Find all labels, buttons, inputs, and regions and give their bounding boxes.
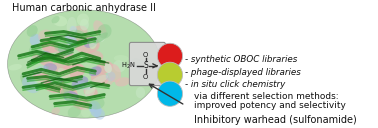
- Ellipse shape: [129, 59, 144, 69]
- Ellipse shape: [8, 64, 22, 70]
- Ellipse shape: [84, 84, 96, 94]
- Ellipse shape: [113, 60, 125, 72]
- Ellipse shape: [104, 77, 115, 87]
- Circle shape: [157, 43, 183, 68]
- Ellipse shape: [58, 68, 70, 80]
- Ellipse shape: [20, 74, 31, 90]
- Ellipse shape: [63, 91, 79, 102]
- Ellipse shape: [68, 106, 81, 118]
- Ellipse shape: [51, 107, 60, 115]
- Ellipse shape: [114, 55, 129, 62]
- Ellipse shape: [38, 30, 53, 43]
- Circle shape: [157, 62, 183, 87]
- Ellipse shape: [57, 44, 73, 55]
- Text: via different selection methods:: via different selection methods:: [194, 92, 339, 101]
- Text: O: O: [143, 52, 148, 58]
- Ellipse shape: [80, 19, 89, 30]
- Ellipse shape: [54, 49, 73, 63]
- Ellipse shape: [93, 20, 107, 38]
- Ellipse shape: [41, 41, 59, 53]
- Ellipse shape: [89, 66, 102, 76]
- Ellipse shape: [34, 77, 45, 84]
- Ellipse shape: [91, 72, 108, 85]
- Ellipse shape: [60, 89, 70, 97]
- Ellipse shape: [52, 16, 60, 23]
- Ellipse shape: [59, 85, 78, 99]
- FancyBboxPatch shape: [129, 42, 166, 86]
- Text: O: O: [143, 74, 148, 80]
- Ellipse shape: [70, 26, 77, 36]
- Ellipse shape: [32, 54, 40, 60]
- Ellipse shape: [54, 40, 68, 51]
- Text: improved potency and selectivity: improved potency and selectivity: [194, 101, 346, 110]
- Ellipse shape: [132, 58, 147, 69]
- Ellipse shape: [115, 77, 130, 87]
- Text: S: S: [143, 61, 148, 70]
- Ellipse shape: [43, 63, 57, 72]
- Ellipse shape: [87, 50, 103, 61]
- Ellipse shape: [67, 17, 77, 36]
- Ellipse shape: [49, 72, 57, 82]
- Ellipse shape: [84, 87, 98, 97]
- Ellipse shape: [144, 67, 157, 78]
- Ellipse shape: [48, 62, 71, 77]
- Ellipse shape: [50, 76, 63, 84]
- Ellipse shape: [22, 77, 39, 93]
- Text: Inhibitory warhead (sulfonamide): Inhibitory warhead (sulfonamide): [194, 115, 357, 125]
- Text: $\mathsf{H_2N}$: $\mathsf{H_2N}$: [121, 61, 136, 71]
- Ellipse shape: [98, 24, 112, 39]
- Ellipse shape: [91, 75, 108, 84]
- Ellipse shape: [51, 78, 60, 86]
- Ellipse shape: [37, 51, 51, 61]
- Ellipse shape: [89, 103, 97, 112]
- Ellipse shape: [69, 30, 86, 40]
- Ellipse shape: [104, 63, 112, 73]
- Ellipse shape: [84, 37, 98, 48]
- Text: - synthetic OBOC libraries: - synthetic OBOC libraries: [185, 55, 297, 64]
- Ellipse shape: [73, 35, 100, 53]
- Ellipse shape: [81, 108, 91, 118]
- Ellipse shape: [77, 13, 89, 26]
- Ellipse shape: [89, 101, 102, 117]
- Ellipse shape: [66, 94, 76, 105]
- Ellipse shape: [136, 87, 145, 98]
- Ellipse shape: [67, 25, 88, 41]
- Ellipse shape: [72, 97, 91, 110]
- Ellipse shape: [38, 54, 53, 66]
- Ellipse shape: [98, 33, 105, 42]
- Ellipse shape: [52, 15, 67, 26]
- Text: Human carbonic anhydrase II: Human carbonic anhydrase II: [12, 3, 156, 13]
- Ellipse shape: [65, 34, 78, 47]
- Ellipse shape: [30, 34, 40, 46]
- Ellipse shape: [76, 82, 93, 90]
- Circle shape: [157, 81, 183, 106]
- Ellipse shape: [49, 70, 61, 82]
- Ellipse shape: [27, 25, 38, 37]
- Ellipse shape: [8, 10, 161, 118]
- Ellipse shape: [43, 78, 66, 93]
- Ellipse shape: [32, 65, 46, 75]
- Ellipse shape: [58, 43, 70, 54]
- Ellipse shape: [63, 80, 72, 93]
- Ellipse shape: [71, 76, 88, 90]
- Ellipse shape: [106, 71, 116, 81]
- Ellipse shape: [29, 45, 42, 58]
- Text: - phage-displayed libraries: - phage-displayed libraries: [185, 68, 301, 77]
- Ellipse shape: [107, 64, 121, 82]
- Ellipse shape: [127, 58, 137, 70]
- Ellipse shape: [89, 39, 97, 49]
- Ellipse shape: [87, 95, 104, 109]
- Ellipse shape: [94, 108, 105, 120]
- Ellipse shape: [96, 61, 113, 74]
- Text: - in situ click chemistry: - in situ click chemistry: [185, 80, 285, 89]
- Ellipse shape: [93, 32, 108, 44]
- Ellipse shape: [60, 63, 85, 79]
- Ellipse shape: [33, 71, 49, 82]
- Ellipse shape: [85, 86, 95, 99]
